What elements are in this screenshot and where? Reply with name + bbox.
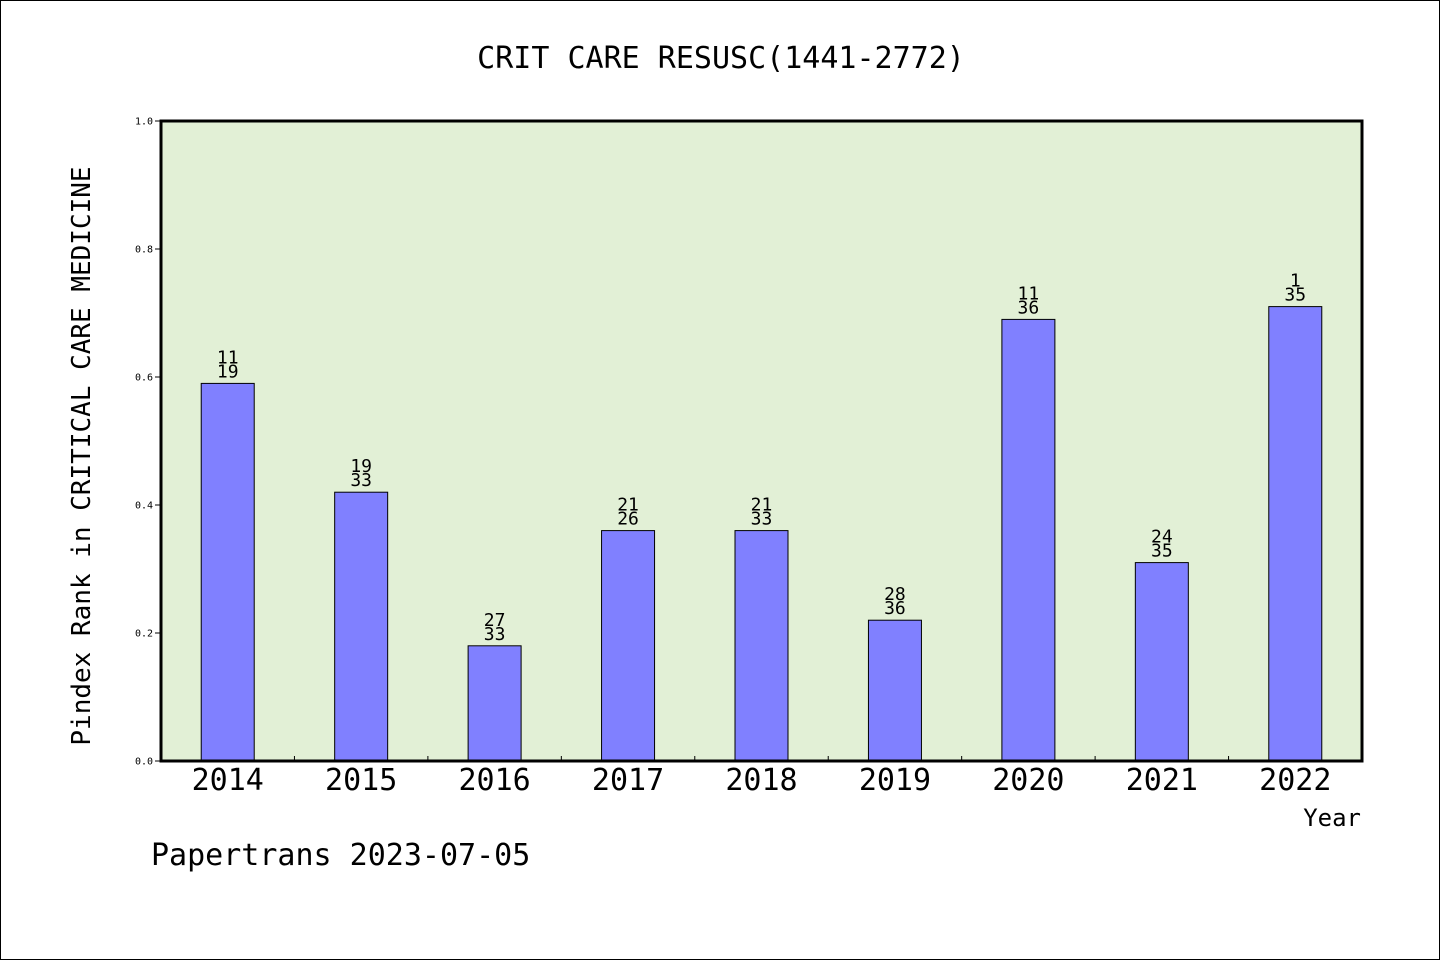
- bar-2015: [334, 491, 389, 762]
- bar-2018: [734, 530, 789, 762]
- bars-group: [200, 306, 1323, 762]
- data-label-top: 21: [617, 495, 639, 516]
- data-label-top: 19: [350, 456, 372, 477]
- data-label-top: 21: [751, 495, 773, 516]
- data-label-top: 11: [1018, 283, 1040, 304]
- x-tick-label: 2015: [325, 763, 397, 798]
- data-label-bottom: 35: [1151, 541, 1173, 562]
- plot-border: [159, 119, 1364, 763]
- bar-2014: [200, 382, 255, 762]
- data-label-top: 28: [884, 584, 906, 605]
- data-label-bottom: 26: [617, 509, 639, 530]
- data-label-bottom: 33: [350, 470, 372, 491]
- data-label-bottom: 36: [1018, 297, 1040, 318]
- y-tick-label: 0.8: [135, 245, 153, 256]
- y-tick-label: 1.0: [135, 117, 153, 128]
- bar-2020: [1001, 318, 1056, 762]
- data-label-bottom: 19: [217, 361, 239, 382]
- x-tick-label: 2014: [192, 763, 264, 798]
- y-axis: 0.0 0.2 0.4 0.6 0.8 1.0: [135, 117, 161, 768]
- y-axis-label: Pindex Rank in CRITICAL CARE MEDICINE: [67, 166, 97, 745]
- y-tick-label: 0.6: [135, 373, 153, 384]
- data-label-bottom: 35: [1284, 285, 1306, 306]
- y-tick-label: 0.4: [135, 501, 153, 512]
- x-tick-label: 2020: [992, 763, 1064, 798]
- x-axis-label: Year: [1303, 804, 1361, 832]
- data-label-top: 24: [1151, 527, 1173, 548]
- x-tick-label: 2016: [458, 763, 530, 798]
- x-axis: 2014 2015 2016 2017 2018 2019 2020 2021 2022: [192, 756, 1331, 798]
- x-tick-label: 2019: [859, 763, 931, 798]
- data-label-top: 1: [1290, 271, 1301, 292]
- data-label-bottom: 36: [884, 598, 906, 619]
- bar-2022: [1268, 306, 1323, 762]
- chart-title: CRIT CARE RESUSC(1441-2772): [477, 41, 965, 76]
- y-tick-label: 0.0: [135, 757, 153, 768]
- data-label-top: 27: [484, 610, 506, 631]
- bar-2019: [867, 619, 922, 762]
- x-tick-label: 2022: [1259, 763, 1331, 798]
- footer-text: Papertrans 2023-07-05: [151, 838, 530, 873]
- x-tick-label: 2018: [725, 763, 797, 798]
- bar-2021: [1134, 562, 1189, 762]
- data-label-bottom: 33: [751, 509, 773, 530]
- bar-2017: [601, 530, 656, 762]
- x-tick-label: 2017: [592, 763, 664, 798]
- bar-2016: [467, 645, 522, 762]
- x-tick-label: 2021: [1126, 763, 1198, 798]
- y-tick-label: 0.2: [135, 629, 153, 640]
- data-label-top: 11: [217, 347, 239, 368]
- data-label-bottom: 33: [484, 624, 506, 645]
